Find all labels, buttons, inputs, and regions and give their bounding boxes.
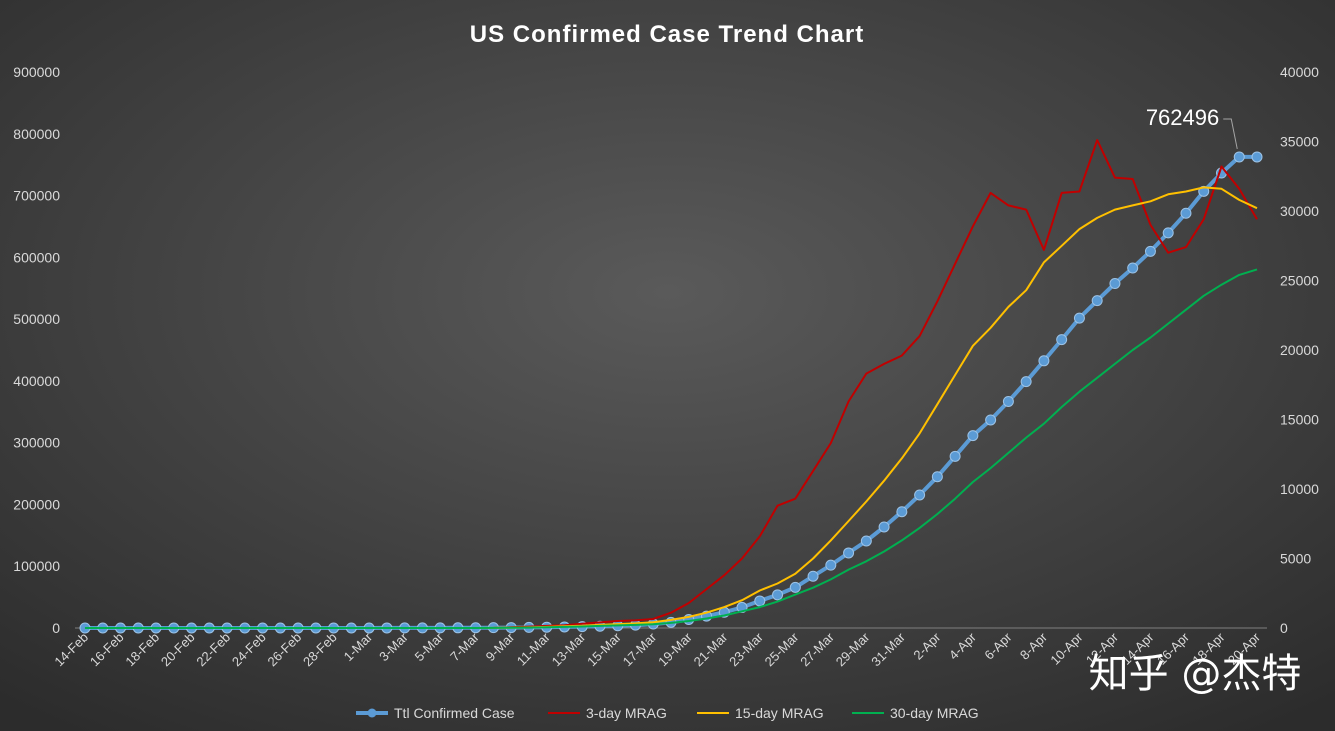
- series-line-3: [85, 268, 1258, 629]
- data-point: [843, 547, 855, 559]
- data-point: [1180, 207, 1192, 219]
- data-point: [1073, 312, 1085, 324]
- data-point: [772, 589, 784, 601]
- y-right-tick-label: 10000: [1280, 481, 1319, 497]
- data-point: [1162, 227, 1174, 239]
- data-point: [1056, 334, 1068, 346]
- y-left-tick-label: 400000: [13, 373, 60, 389]
- y-left-tick-label: 200000: [13, 496, 60, 512]
- data-point: [896, 506, 908, 518]
- data-point: [1127, 262, 1139, 274]
- data-point: [1109, 278, 1121, 290]
- data-point: [949, 450, 961, 462]
- chart-title: US Confirmed Case Trend Chart: [470, 21, 864, 48]
- data-point: [878, 521, 890, 533]
- y-left-tick-label: 800000: [13, 126, 60, 142]
- legend-label: 15-day MRAG: [735, 705, 824, 721]
- data-point: [1144, 245, 1156, 257]
- legend-label: Ttl Confirmed Case: [394, 705, 515, 721]
- y-right-tick-label: 35000: [1280, 134, 1319, 150]
- y-right-tick-label: 20000: [1280, 342, 1319, 358]
- plot-area: 762496: [79, 105, 1263, 634]
- data-point: [1233, 151, 1245, 163]
- data-point: [1251, 151, 1263, 163]
- y-left-tick-label: 700000: [13, 188, 60, 204]
- data-point: [985, 414, 997, 426]
- y-left-tick-label: 500000: [13, 311, 60, 327]
- y-left-tick-label: 300000: [13, 435, 60, 451]
- data-point: [1020, 376, 1032, 388]
- y-right-tick-label: 15000: [1280, 412, 1319, 428]
- data-point: [789, 581, 801, 593]
- y-left-tick-label: 100000: [13, 558, 60, 574]
- y-right-tick-label: 30000: [1280, 203, 1319, 219]
- y-left-tick-label: 900000: [13, 64, 60, 80]
- y-right-tick-label: 0: [1280, 620, 1288, 636]
- legend-label: 30-day MRAG: [890, 705, 979, 721]
- data-point: [1038, 355, 1050, 367]
- data-point: [914, 489, 926, 501]
- data-point: [931, 471, 943, 483]
- y-right-tick-label: 40000: [1280, 64, 1319, 80]
- data-point: [807, 570, 819, 582]
- data-point: [860, 535, 872, 547]
- y-left-tick-label: 600000: [13, 249, 60, 265]
- data-point: [754, 595, 766, 607]
- data-label: 762496: [1146, 105, 1219, 130]
- data-point: [967, 430, 979, 442]
- data-point: [825, 559, 837, 571]
- legend: Ttl Confirmed Case 3-day MRAG 15-day MRAG 3…: [356, 705, 979, 721]
- legend-label: 3-day MRAG: [586, 705, 667, 721]
- data-point: [1091, 295, 1103, 307]
- y-right-tick-label: 25000: [1280, 273, 1319, 289]
- y-left-tick-label: 0: [52, 620, 60, 636]
- watermark-text: 知乎 @杰特: [1089, 651, 1302, 697]
- y-right-tick-label: 5000: [1280, 551, 1311, 567]
- legend-marker: [367, 708, 377, 718]
- data-point: [1002, 395, 1014, 407]
- data-label-leader: [1223, 118, 1238, 150]
